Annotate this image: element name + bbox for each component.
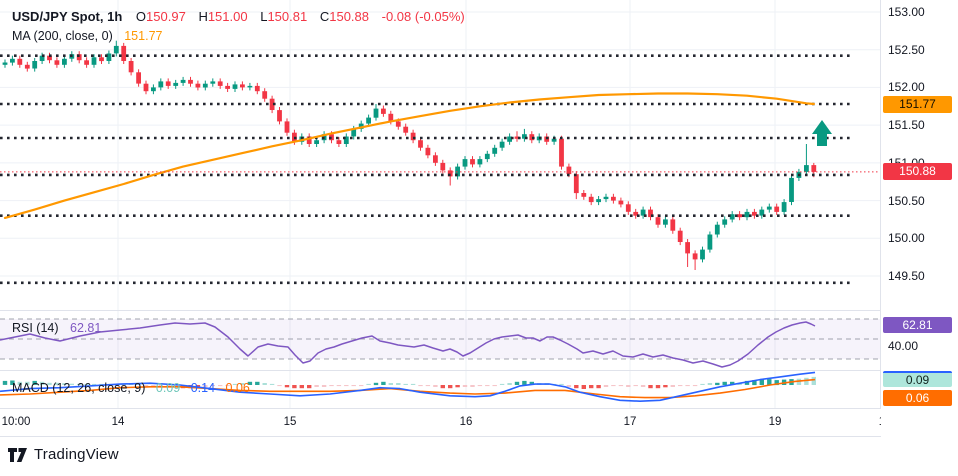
ma-legend: MA (200, close, 0) 151.77 (12, 28, 162, 45)
rsi-legend: RSI (14) 62.81 (12, 320, 101, 337)
price-scale[interactable]: 149.50150.00150.50151.00151.50152.00152.… (881, 0, 958, 437)
price-tick-label: 153.00 (888, 5, 925, 19)
price-tick-label: 149.50 (888, 269, 925, 283)
rsi-legend-value: 62.81 (70, 321, 102, 335)
time-tick-label: 15 (283, 416, 297, 428)
macd-signal-line (0, 378, 816, 399)
pane-divider (0, 310, 958, 311)
rsi-chart-canvas[interactable] (0, 311, 880, 371)
macd-signal-badge: 0.06 (883, 390, 952, 406)
tradingview-brand-text: TradingView (34, 446, 119, 463)
ohlc-open: O150.97 (135, 9, 186, 24)
ma-price-badge: 151.77 (883, 96, 952, 113)
time-tick-label: 19 (768, 416, 782, 428)
ohlc-close: C150.88 (319, 9, 369, 24)
rsi-value-badge: 62.81 (883, 317, 952, 333)
last-price-badge: 150.88 (883, 163, 952, 180)
macd-pane: MACD (12, 26, close, 9) 0.09 0.14 0.06 (0, 371, 880, 408)
macd-hist-badge: 0.09 (883, 371, 952, 387)
symbol-legend: USD/JPY Spot, 1h O150.97 H151.00 L150.81… (12, 8, 465, 25)
price-tick-label: 152.00 (888, 80, 925, 94)
tradingview-logo-icon (8, 447, 27, 462)
time-axis[interactable]: 10:00141516171912:0 (0, 408, 958, 437)
ma200-line (3, 92, 815, 219)
macd-line-value: 0.14 (190, 381, 216, 395)
macd-legend: MACD (12, 26, close, 9) 0.09 0.14 0.06 (12, 380, 250, 397)
time-tick-label: 10:00 (1, 416, 31, 428)
time-tick-label: 14 (111, 416, 125, 428)
up-arrow-annotation[interactable] (812, 120, 832, 146)
macd-legend-label: MACD (12, 26, close, 9) (12, 381, 146, 395)
price-chart-canvas[interactable] (0, 0, 880, 310)
rsi-line (0, 321, 816, 368)
tradingview-attribution[interactable]: TradingView (8, 446, 119, 463)
ohlc-low: L150.81 (260, 9, 308, 24)
rsi-scale-tick: 40.00 (888, 339, 919, 353)
macd-chart-canvas[interactable] (0, 371, 880, 408)
time-tick-label: 16 (459, 416, 473, 428)
pane-divider (0, 370, 958, 371)
rsi-pane: RSI (14) 62.81 (0, 311, 880, 371)
price-tick-label: 151.50 (888, 118, 925, 132)
macd-hist-value: 0.09 (155, 381, 181, 395)
price-tick-label: 150.00 (888, 231, 925, 245)
macd-line (0, 371, 816, 402)
ma-legend-value: 151.77 (124, 29, 163, 43)
change-value: -0.08 (-0.05%) (381, 9, 465, 24)
rsi-legend-label: RSI (14) (12, 321, 59, 335)
time-tick-label: 17 (623, 416, 637, 428)
price-tick-label: 152.50 (888, 43, 925, 57)
macd-signal-value: 0.06 (225, 381, 250, 395)
scale-separator (880, 0, 881, 437)
price-tick-label: 150.50 (888, 194, 925, 208)
ohlc-high: H151.00 (198, 9, 248, 24)
ma-legend-label: MA (200, close, 0) (12, 29, 113, 43)
symbol-title: USD/JPY Spot, 1h (12, 9, 123, 24)
price-pane: USD/JPY Spot, 1h O150.97 H151.00 L150.81… (0, 0, 880, 310)
